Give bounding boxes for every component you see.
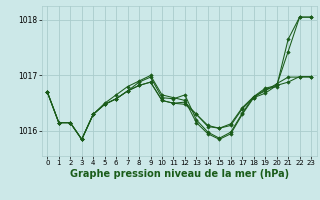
X-axis label: Graphe pression niveau de la mer (hPa): Graphe pression niveau de la mer (hPa) [70, 169, 289, 179]
